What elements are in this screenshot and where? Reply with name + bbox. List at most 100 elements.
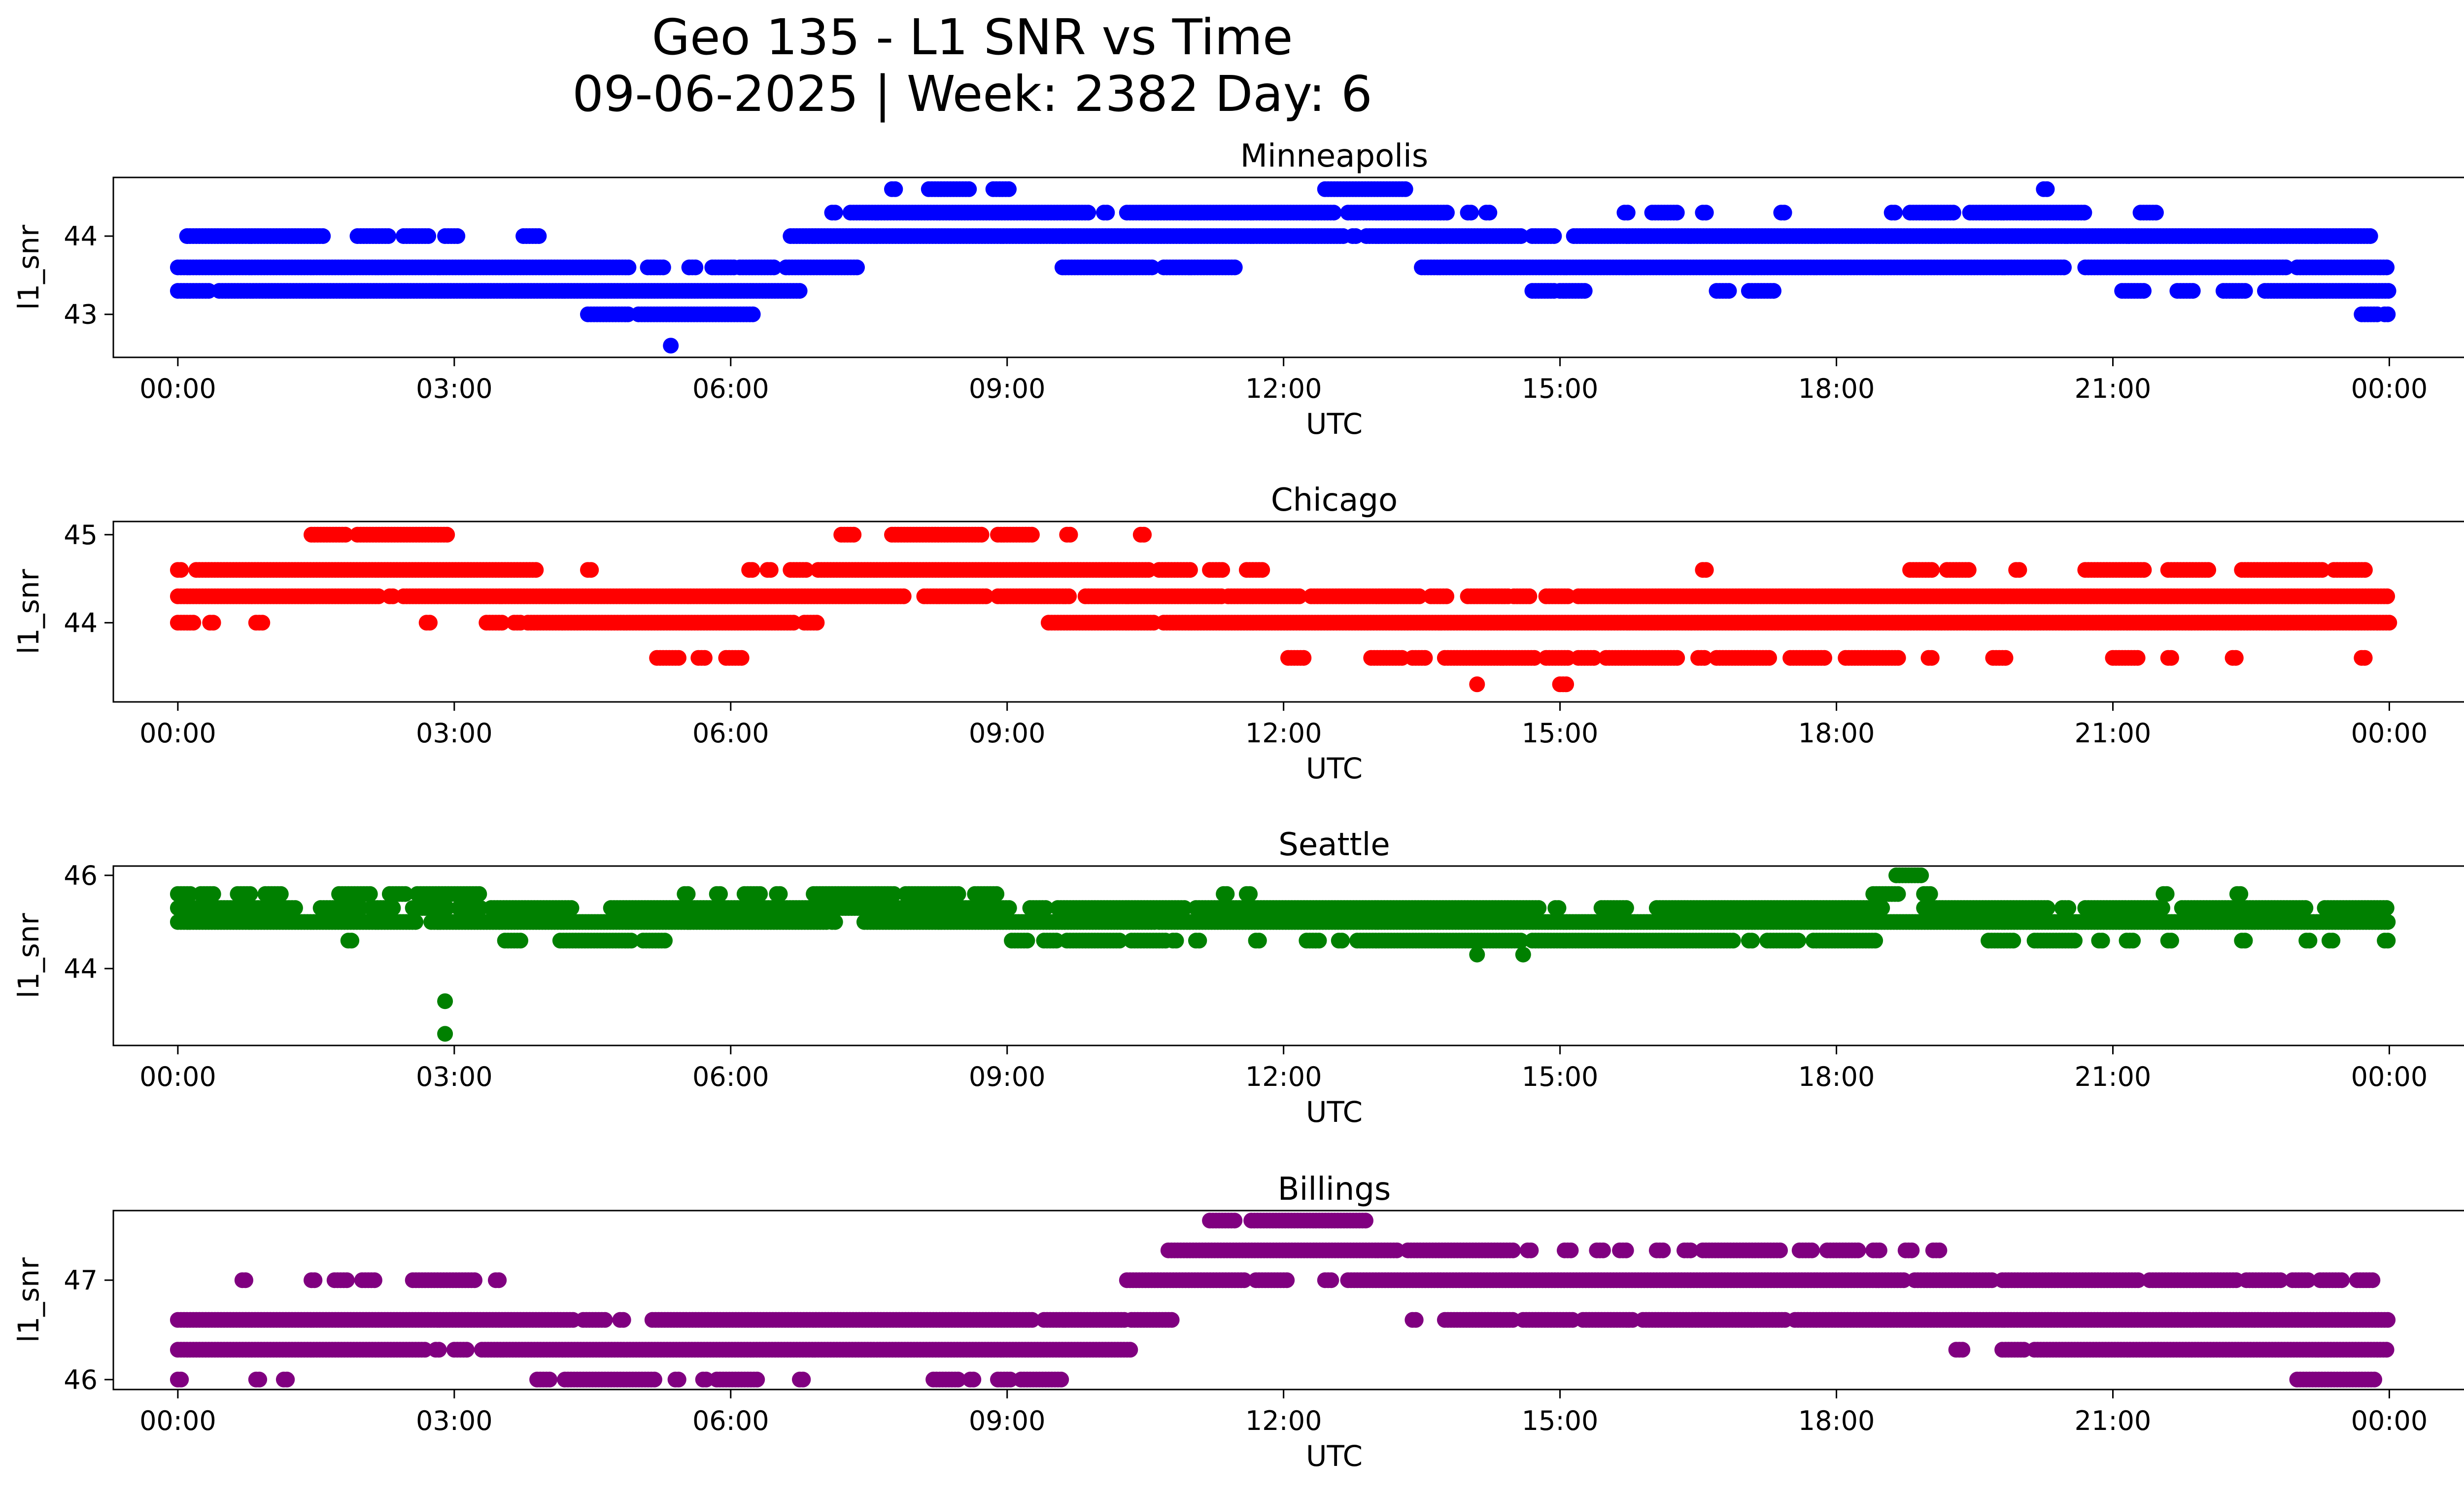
data-point: [437, 993, 453, 1009]
data-point: [385, 900, 401, 916]
data-point: [449, 228, 466, 244]
data-point: [827, 205, 843, 221]
data-point: [663, 338, 679, 354]
data-point: [1191, 933, 1207, 949]
data-points: [170, 181, 2396, 354]
data-point: [978, 588, 994, 604]
x-tick-label: 06:00: [692, 373, 769, 404]
axes-frame: [112, 176, 2464, 358]
data-point: [2094, 933, 2110, 949]
data-point: [1513, 228, 1529, 244]
data-point: [343, 933, 360, 949]
data-point: [687, 259, 704, 276]
data-point: [528, 562, 544, 578]
data-point: [1816, 650, 1832, 666]
data-point: [531, 228, 547, 244]
data-point: [1526, 650, 1542, 666]
data-point: [2278, 259, 2294, 276]
data-point: [1227, 259, 1243, 276]
data-point: [961, 181, 977, 197]
y-tick-label: 45: [64, 520, 98, 551]
x-tick-label: 18:00: [1798, 718, 1875, 749]
data-point: [1725, 933, 1741, 949]
data-point: [1790, 933, 1806, 949]
data-point: [655, 259, 671, 276]
data-point: [2237, 933, 2253, 949]
x-tick-label: 12:00: [1245, 718, 1322, 749]
data-point: [1024, 526, 1040, 543]
subplot-title: Seattle: [1278, 827, 1390, 863]
data-point: [657, 933, 673, 949]
data-point: [1669, 650, 1685, 666]
data-point: [1397, 181, 1413, 197]
y-tick-label: 44: [64, 221, 98, 252]
x-axis-label: UTC: [1306, 407, 1363, 441]
data-point: [1867, 933, 1883, 949]
x-tick-label: 03:00: [416, 718, 493, 749]
data-point: [620, 259, 637, 276]
data-point: [786, 615, 802, 631]
data-point: [1214, 562, 1231, 578]
data-point: [1521, 588, 1538, 604]
data-point: [1469, 676, 1485, 693]
y-axis-label: l1_snr: [12, 569, 45, 654]
data-point: [2163, 933, 2179, 949]
data-point: [1619, 205, 1636, 221]
data-point: [494, 615, 510, 631]
data-point: [1558, 676, 1574, 693]
data-point: [1669, 205, 1685, 221]
data-point: [745, 306, 761, 322]
data-point: [1254, 562, 1270, 578]
data-point: [1168, 933, 1184, 949]
x-tick-label: 00:00: [139, 718, 216, 749]
data-point: [2381, 615, 2397, 631]
data-point: [173, 562, 189, 578]
data-point: [2148, 205, 2164, 221]
x-axis-label: UTC: [1306, 752, 1363, 785]
data-point: [2136, 562, 2152, 578]
data-point: [1576, 283, 1593, 299]
data-point: [422, 615, 438, 631]
data-point: [1144, 259, 1160, 276]
data-point: [563, 900, 580, 916]
data-point: [1776, 205, 1792, 221]
data-point: [2039, 181, 2055, 197]
x-tick-label: 06:00: [692, 718, 769, 749]
data-point: [439, 526, 455, 543]
data-point: [791, 283, 808, 299]
data-point: [1698, 205, 1714, 221]
data-point: [1296, 650, 1312, 666]
data-point: [287, 900, 303, 916]
data-point: [733, 650, 750, 666]
data-point: [1997, 650, 2014, 666]
data-point: [1469, 946, 1485, 963]
data-point: [1481, 205, 1498, 221]
data-point: [1019, 933, 1035, 949]
data-point: [1326, 205, 1342, 221]
data-point: [583, 562, 599, 578]
data-point: [315, 228, 331, 244]
data-point: [1761, 650, 1777, 666]
data-point: [2011, 562, 2027, 578]
data-point: [420, 228, 437, 244]
data-point: [2325, 933, 2341, 949]
data-points: [170, 867, 2396, 1042]
data-point: [1311, 933, 1327, 949]
data-point: [2056, 259, 2072, 276]
data-point: [2129, 650, 2146, 666]
data-point: [1411, 588, 1427, 604]
subplot-title: Chicago: [1271, 482, 1398, 519]
data-point: [1586, 650, 1602, 666]
data-point: [623, 933, 639, 949]
data-point: [2163, 650, 2179, 666]
data-point: [437, 1026, 453, 1042]
data-point: [2185, 283, 2201, 299]
data-point: [671, 650, 686, 666]
data-point: [809, 615, 825, 631]
data-point: [1698, 562, 1714, 578]
data-point: [1334, 933, 1350, 949]
subplot-title: Minneapolis: [1240, 138, 1428, 174]
data-point: [2227, 650, 2244, 666]
data-point: [185, 615, 202, 631]
